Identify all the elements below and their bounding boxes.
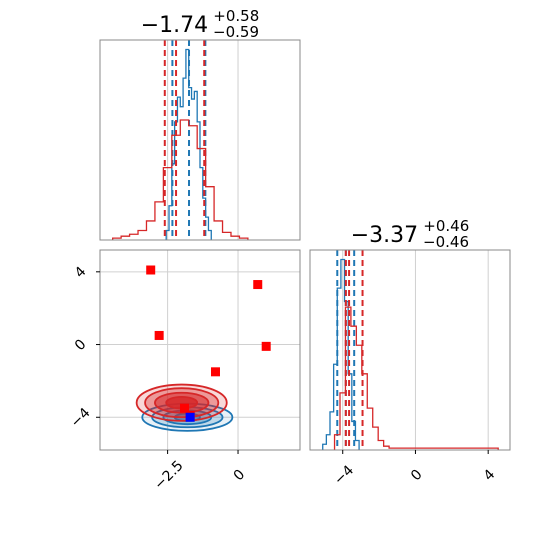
title-param1-plus: +0.58 — [213, 7, 259, 25]
joint-red-marker-4 — [210, 367, 220, 377]
param1-histogram-panel — [99, 39, 301, 241]
param1-hist-frame — [99, 39, 301, 241]
title-param1-value: −1.74 — [141, 13, 208, 38]
joint-frame — [99, 249, 301, 451]
title-param2-minus: −0.46 — [423, 233, 469, 251]
joint-red-marker-2 — [253, 280, 263, 290]
title-param2: −3.37 +0.46 — [351, 217, 469, 248]
joint-x-tick-label-0: −2.5 — [151, 458, 186, 493]
joint-red-marker-1 — [154, 330, 164, 340]
title-param2-value: −3.37 — [351, 223, 418, 248]
joint-y-tick-label-1: 0 — [72, 336, 90, 354]
param2-hist-x-tick-label-1: 0 — [408, 467, 426, 485]
param2-hist-x-tick-label-2: 4 — [481, 467, 499, 485]
joint-scatter-panel: −2.5 0 −4 0 4 — [68, 249, 301, 493]
title-param2-plus: +0.46 — [423, 217, 469, 235]
joint-red-marker-5 — [180, 403, 190, 413]
param2-hist-x-tick-label-0: −4 — [331, 462, 357, 488]
joint-y-tick-label-2: 4 — [72, 264, 90, 282]
joint-red-marker-3 — [261, 341, 271, 351]
param2-hist-series-1-step — [333, 306, 499, 450]
joint-y-tick-label-0: −4 — [68, 405, 94, 431]
title-param1-minus: −0.59 — [213, 23, 259, 41]
joint-blue-marker-0 — [185, 412, 195, 422]
joint-x-tick-label-1: 0 — [231, 467, 249, 485]
param2-hist-frame — [309, 249, 511, 451]
param2-histogram-panel: −4 0 4 — [309, 249, 511, 488]
joint-red-marker-0 — [146, 265, 156, 275]
title-param1: −1.74 +0.58 — [141, 7, 259, 38]
param1-hist-series-1-step — [112, 119, 249, 240]
